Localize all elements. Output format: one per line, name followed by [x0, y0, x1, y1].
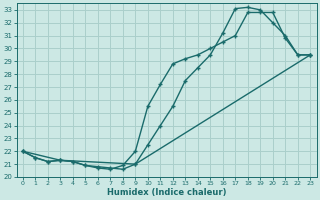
X-axis label: Humidex (Indice chaleur): Humidex (Indice chaleur) — [107, 188, 226, 197]
